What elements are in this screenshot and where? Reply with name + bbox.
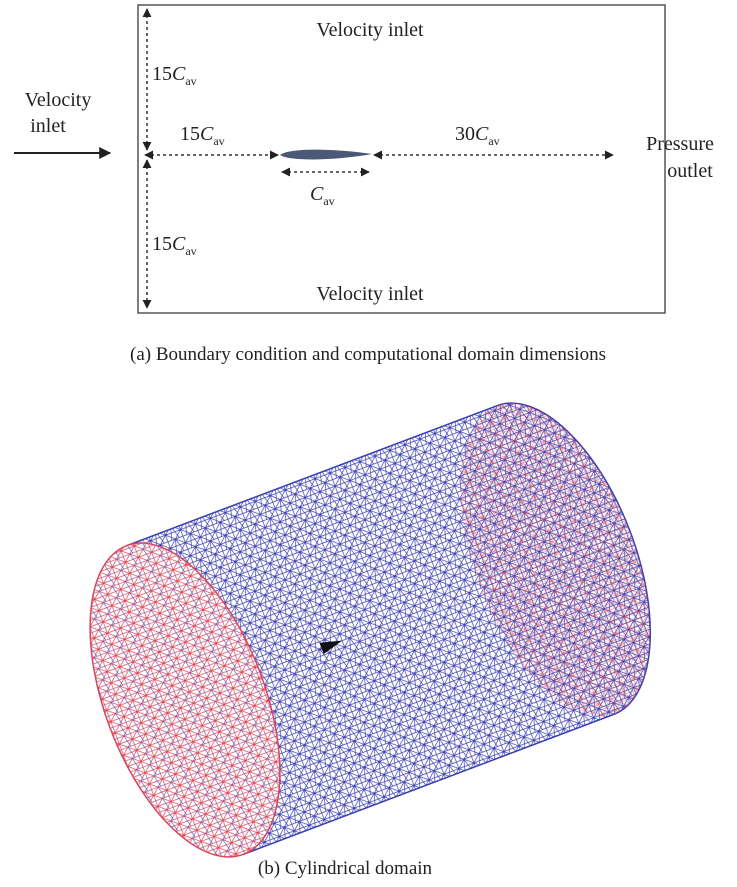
- dim-label: 30Cav: [455, 123, 500, 148]
- panel-a: Velocity inlet Velocity inlet Velocity i…: [14, 5, 714, 365]
- domain-box: [138, 5, 665, 313]
- dim-label: 15Cav: [152, 63, 197, 88]
- cylinder-mesh: [52, 377, 689, 882]
- dim-label: 15Cav: [180, 123, 225, 148]
- dim-label: Cav: [310, 183, 335, 208]
- panel-b: (b) Cylindrical domain: [52, 377, 689, 882]
- outlet-label: Pressure: [646, 133, 714, 155]
- figure: Velocity inlet Velocity inlet Velocity i…: [0, 0, 737, 887]
- airfoil: [280, 150, 372, 160]
- inlet-label: Velocity: [25, 89, 92, 111]
- top-label: Velocity inlet: [316, 19, 424, 41]
- bottom-label: Velocity inlet: [316, 283, 424, 305]
- caption: (b) Cylindrical domain: [258, 858, 433, 879]
- dim-label: 15Cav: [152, 233, 197, 258]
- caption: (a) Boundary condition and computational…: [130, 344, 606, 365]
- outlet-label: outlet: [667, 160, 713, 182]
- inlet-label: inlet: [30, 115, 66, 137]
